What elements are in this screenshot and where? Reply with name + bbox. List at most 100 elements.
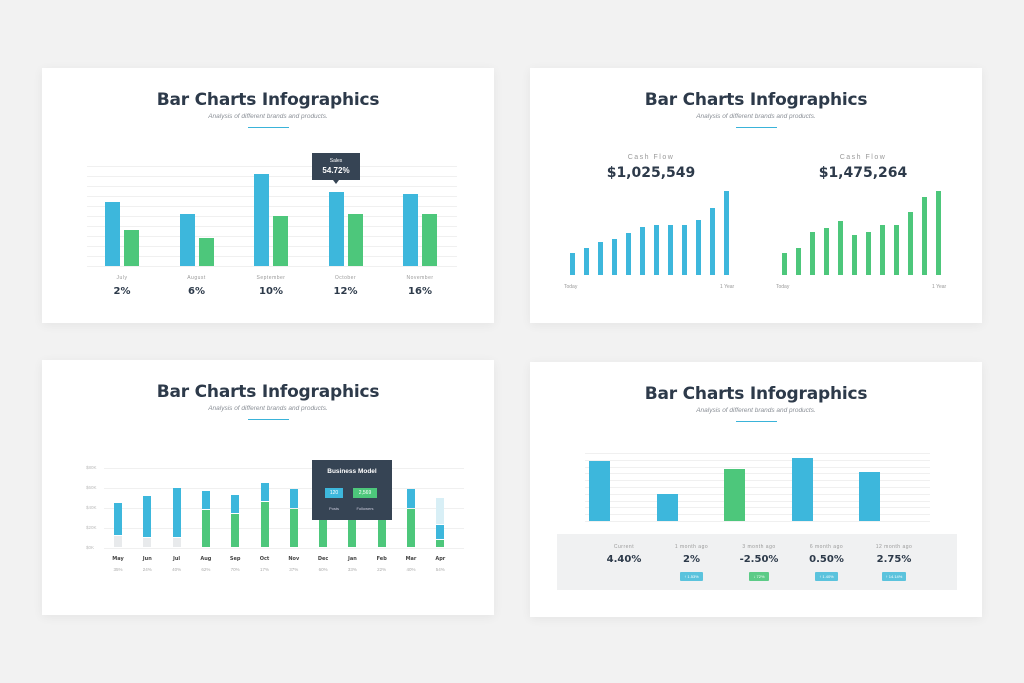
title-underline [248, 419, 289, 420]
stat-value: -2.50% [739, 554, 779, 565]
tooltip-pointer [333, 180, 339, 184]
stacked-segment [436, 540, 445, 548]
cash-flow-label-left: Cash Flow [627, 154, 675, 161]
stat-item: 3 month ago -2.50% ↓ 72% [724, 534, 794, 583]
cash-flow-bar [908, 212, 913, 275]
tooltip-label: Sales [329, 158, 343, 164]
month-label: Aug [200, 556, 212, 562]
month-label: November [406, 275, 434, 281]
month-label: Mar [405, 556, 417, 562]
grid-line [585, 459, 930, 461]
stat-label: 1 month ago [674, 544, 709, 550]
month-percent: 16% [408, 286, 432, 297]
grid-line [87, 176, 457, 177]
stat-label: 3 month ago [742, 544, 776, 550]
y-tick-label: $0K [86, 545, 95, 550]
panel-subtitle: Analysis of different brands and product… [208, 113, 328, 120]
cash-flow-bar [866, 232, 871, 275]
axis-end-right: 1 Year [932, 284, 947, 290]
stacked-segment [231, 495, 240, 514]
month-percent: 60% [318, 567, 328, 572]
grid-line [87, 266, 457, 267]
grid-line [87, 256, 457, 257]
month-percent: 22% [377, 567, 387, 572]
month-percent: 10% [259, 286, 283, 297]
month-percent: 37% [289, 567, 299, 572]
grid-line [87, 246, 457, 247]
stacked-segment [201, 510, 210, 548]
month-label: Jun [142, 556, 152, 562]
grid-line [104, 508, 464, 509]
cash-flow-bar [824, 228, 829, 275]
cash-flow-bar [668, 225, 673, 275]
stat-label: Current [613, 544, 635, 550]
month-percent: 70% [230, 567, 240, 572]
month-label: Sep [229, 556, 241, 562]
grid-line [585, 493, 930, 495]
grid-line [585, 521, 930, 522]
title-underline [248, 127, 289, 128]
followers-value: 2,569 [353, 488, 377, 498]
stat-value: 0.50% [809, 554, 844, 565]
panel-sales-chart: Bar Charts Infographics Analysis of diff… [42, 68, 494, 323]
panel-rate-history: Bar Charts Infographics Analysis of diff… [530, 362, 982, 617]
y-tick-label: $40K [86, 505, 97, 510]
grid-line [87, 236, 457, 237]
cash-flow-bar [696, 220, 701, 275]
panel-title: Bar Charts Infographics [644, 384, 868, 404]
month-percent: 12% [333, 286, 358, 297]
bar-series-b [124, 230, 139, 266]
y-tick-label: $20K [86, 525, 97, 530]
month-percent: 24% [142, 567, 152, 572]
grid-line [585, 473, 930, 475]
bar-series-a [105, 202, 120, 266]
stacked-segment [260, 502, 269, 548]
bar-series-a [254, 174, 269, 266]
stacked-segment [407, 489, 415, 509]
month-percent: 6% [188, 286, 205, 297]
stacked-segment [201, 491, 210, 510]
grid-line [585, 507, 930, 509]
stacked-segment [172, 488, 181, 538]
panel-subtitle: Analysis of different brands and product… [696, 407, 816, 414]
cash-flow-bar [612, 239, 617, 275]
cash-flow-bar [796, 248, 801, 275]
stat-item: 12 month ago 2.75% ↑ 14.14% [859, 534, 929, 583]
panel-subtitle: Analysis of different brands and product… [696, 113, 816, 120]
panel-business-model: Bar Charts Infographics Analysis of diff… [42, 360, 494, 615]
bar-series-b [347, 214, 363, 266]
stacked-segment [143, 538, 152, 548]
month-label: Jul [173, 556, 181, 562]
change-badge: ↓ 72% [749, 572, 769, 581]
change-badge: ↑ 1.40% [815, 572, 838, 581]
cash-flow-bar [852, 235, 857, 275]
stat-value: 2.75% [876, 554, 912, 565]
month-percent: 40% [172, 567, 182, 572]
stacked-segment [172, 538, 181, 548]
stacked-segment [114, 503, 122, 536]
month-percent: 33% [347, 567, 357, 572]
tooltip-value: 54.72% [322, 166, 350, 175]
stat-value: 4.40% [606, 554, 642, 565]
grid-line [87, 226, 457, 227]
followers-label: Followers [356, 506, 374, 511]
bar-series-a [328, 192, 344, 266]
grid-line [104, 468, 464, 469]
grid-line [87, 166, 457, 167]
grid-line [87, 216, 457, 217]
month-label: May [112, 556, 124, 562]
stacked-segment [143, 496, 152, 538]
tooltip-title: Business Model [327, 468, 377, 475]
stat-item: Current 4.40% [589, 534, 659, 565]
bar-series-b [422, 214, 437, 266]
stacked-segment [289, 489, 298, 509]
cash-flow-bar [782, 253, 787, 275]
stat-label: 6 month ago [809, 544, 844, 550]
panel-cash-flow: Bar Charts Infographics Analysis of diff… [530, 68, 982, 323]
axis-start-right: Today [776, 284, 790, 290]
bar-series-b [198, 238, 214, 266]
month-percent: 2% [113, 286, 131, 297]
cash-flow-bar [584, 248, 589, 275]
month-percent: 35% [113, 567, 123, 572]
stacked-segment [407, 509, 415, 548]
